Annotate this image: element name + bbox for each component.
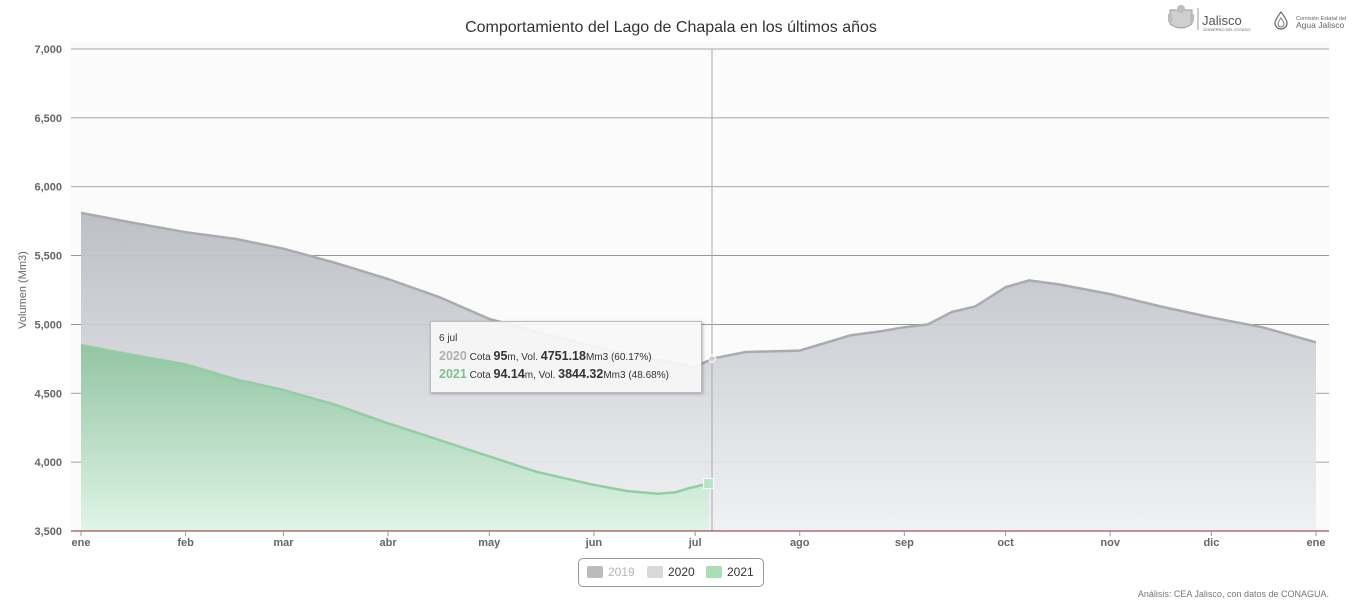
legend-swatch bbox=[587, 566, 603, 578]
y-tick-label: 5,000 bbox=[34, 319, 62, 331]
area-2021 bbox=[81, 345, 709, 531]
y-tick-label: 6,500 bbox=[34, 113, 62, 125]
tooltip-cota-unit: m, Vol. bbox=[507, 352, 538, 363]
x-tick-label: nov bbox=[1100, 537, 1120, 549]
marker-2021 bbox=[703, 478, 715, 490]
tooltip-cota-value: 95 bbox=[493, 349, 508, 363]
tooltip-row-2021: 2021 Cota 94.14m, Vol. 3844.32Mm3 (48.68… bbox=[439, 367, 669, 381]
tooltip-year: 2020 bbox=[439, 349, 467, 363]
water-drop-icon bbox=[1274, 10, 1288, 30]
credit-text: Análisis: CEA Jalisco, con datos de CONA… bbox=[1138, 589, 1329, 599]
x-tick-label: dic bbox=[1203, 537, 1219, 549]
tooltip-cota-label: Cota bbox=[469, 370, 491, 381]
legend-label: 2019 bbox=[608, 565, 635, 579]
x-tick-label: ene bbox=[72, 537, 91, 549]
y-tick-label: 5,500 bbox=[34, 251, 62, 263]
tooltip-vol-value: 3844.32 bbox=[558, 367, 604, 381]
x-tick-label: sep bbox=[895, 537, 914, 549]
jalisco-logo-subtext: GOBIERNO DEL ESTADO bbox=[1203, 27, 1251, 32]
tooltip-pct: (48.68%) bbox=[628, 370, 669, 381]
x-tick-label: may bbox=[478, 537, 501, 549]
jalisco-logo-text: Jalisco bbox=[1202, 13, 1242, 28]
x-tick-label: mar bbox=[273, 537, 294, 549]
cea-logo-line2: Agua Jalisco bbox=[1296, 20, 1344, 30]
axes: 7,000 6,500 6,000 5,500 5,000 4,500 4,000 3,500… bbox=[34, 44, 1329, 549]
jalisco-crest-icon bbox=[1168, 5, 1194, 29]
tooltip-cota-value: 94.14 bbox=[493, 367, 525, 381]
legend-swatch bbox=[647, 566, 663, 578]
marker-2020 bbox=[707, 354, 717, 364]
y-tick-label: 7,000 bbox=[34, 44, 62, 56]
jalisco-logo: Jalisco GOBIERNO DEL ESTADO bbox=[1168, 5, 1251, 32]
line-2020 bbox=[80, 211, 1317, 369]
line-2021 bbox=[80, 343, 709, 496]
tooltip-vol-unit: Mm3 bbox=[585, 352, 609, 363]
x-tick-label: abr bbox=[380, 537, 398, 549]
legend-label: 2021 bbox=[727, 565, 754, 579]
legend-swatch bbox=[706, 566, 722, 578]
cea-logo: Comisión Estatal del Agua Jalisco bbox=[1274, 10, 1346, 30]
tooltip-cota-label: Cota bbox=[469, 352, 491, 363]
tooltip: 6 jul 2020 Cota 95m, Vol. 4751.18Mm3 (60… bbox=[430, 321, 702, 393]
tooltip-vol-unit: Mm3 bbox=[603, 370, 626, 381]
chart-title: Comportamiento del Lago de Chapala en lo… bbox=[465, 19, 877, 36]
x-tick-label: oct bbox=[997, 537, 1014, 549]
tooltip-cota-unit: m, Vol. bbox=[524, 370, 556, 381]
tooltip-vol-value: 4751.18 bbox=[540, 349, 586, 363]
x-tick-label: ene bbox=[1307, 537, 1326, 549]
legend-label: 2020 bbox=[668, 565, 695, 579]
y-axis-label: Volumen (Mm3) bbox=[17, 251, 29, 329]
x-tick-label: ago bbox=[790, 537, 810, 549]
tooltip-pct: (60.17%) bbox=[610, 352, 652, 363]
chart-legend: 2019 2020 2021 bbox=[578, 558, 764, 587]
tooltip-year: 2021 bbox=[439, 367, 467, 381]
y-tick-label: 4,000 bbox=[34, 457, 62, 469]
x-tick-label: jul bbox=[688, 537, 702, 549]
x-tick-label: jun bbox=[585, 537, 603, 549]
x-tick-label: feb bbox=[177, 537, 194, 549]
y-tick-label: 4,500 bbox=[34, 388, 62, 400]
cea-logo-line1: Comisión Estatal del bbox=[1296, 16, 1346, 22]
tooltip-date: 6 jul bbox=[439, 333, 458, 344]
y-tick-label: 3,500 bbox=[34, 526, 62, 538]
y-tick-label: 6,000 bbox=[34, 182, 62, 194]
tooltip-row-2020: 2020 Cota 95m, Vol. 4751.18Mm3 (60.17%) bbox=[439, 349, 652, 363]
